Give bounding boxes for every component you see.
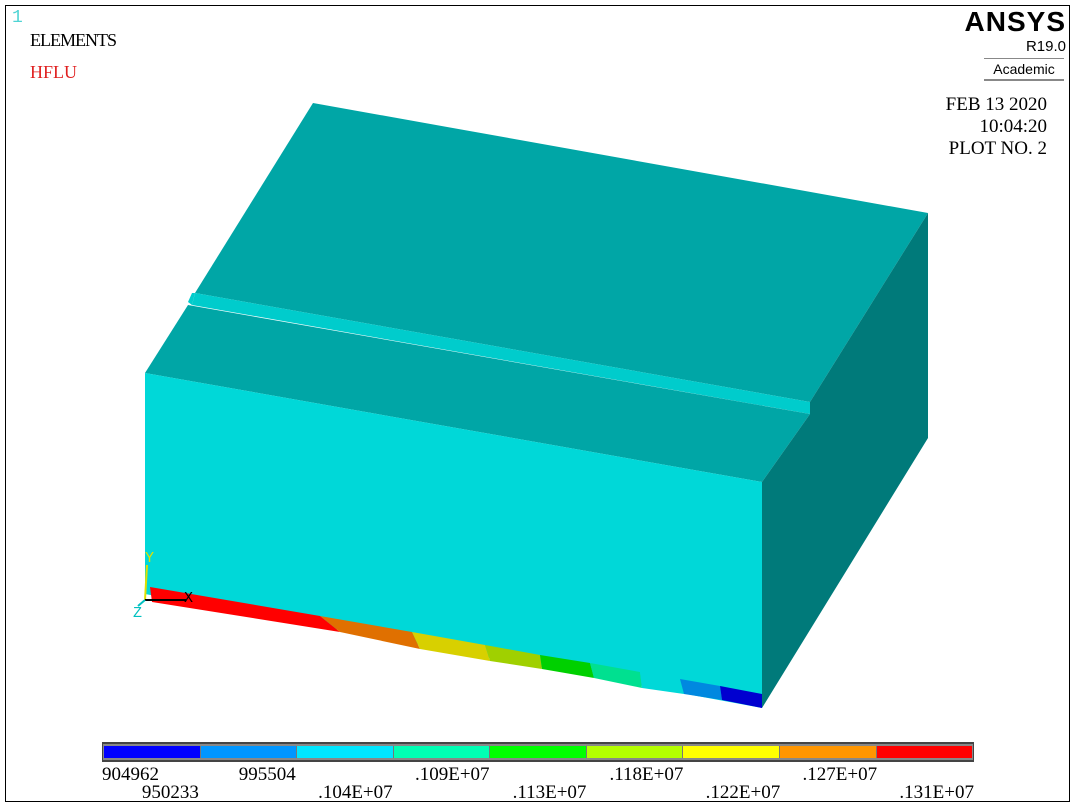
side-face: [762, 213, 928, 708]
legend-label-bottom: .122E+07: [705, 782, 781, 803]
flux-band-cyan: [640, 672, 684, 694]
front-face: [145, 373, 762, 708]
legend-swatch: [200, 746, 298, 758]
triad-x-label: X: [184, 590, 193, 607]
legend-label-top: 904962: [102, 764, 159, 785]
legend-swatch: [586, 746, 684, 758]
flux-band-blue: [720, 686, 762, 708]
flux-band-red: [150, 587, 340, 632]
flux-band-lightblue: [680, 679, 722, 700]
flux-band-orange: [320, 616, 420, 649]
legend-label-bottom: 950233: [141, 782, 199, 803]
triad-z-axis: [137, 599, 146, 607]
top-face-rear: [195, 103, 928, 402]
groove-notch: [188, 293, 195, 305]
triad-y-label: Y: [145, 550, 154, 567]
legend-swatch: [490, 746, 587, 758]
legend-swatch: [876, 746, 973, 758]
logo-version: R19.0: [1025, 38, 1066, 55]
legend-swatch: [393, 746, 491, 758]
legend-label-top: 995504: [238, 764, 296, 785]
plot-number: PLOT NO. 2: [948, 138, 1047, 159]
flux-band-yellow: [412, 632, 490, 661]
plot-date: FEB 13 2020: [945, 94, 1047, 115]
result-item-label: HFLU: [30, 62, 78, 82]
flux-band-teal: [590, 663, 642, 688]
top-face-front: [145, 305, 810, 482]
legend-label-bottom: .131E+07: [899, 782, 974, 803]
flux-band-green: [540, 655, 594, 678]
contour-legend: [102, 742, 974, 762]
plot-time: 10:04:20: [979, 116, 1047, 137]
legend-label-bottom: .113E+07: [512, 782, 587, 803]
triad-y-axis: [144, 564, 148, 601]
triad-z-label: Z: [133, 605, 142, 622]
window-number: 1: [12, 8, 23, 28]
logo-edition: Academic: [984, 58, 1064, 81]
legend-swatch: [683, 746, 780, 758]
legend-swatch: [779, 746, 877, 758]
legend-swatch: [297, 746, 394, 758]
legend-label-top: .127E+07: [802, 764, 878, 785]
plot-type-label: ELEMENTS: [30, 30, 117, 50]
legend-label-top: .118E+07: [609, 764, 684, 785]
groove-face: [192, 293, 810, 414]
legend-label-top: .109E+07: [414, 764, 490, 785]
legend-swatch: [104, 746, 201, 758]
legend-label-bottom: .104E+07: [318, 782, 393, 803]
logo-name: ANSYS: [964, 6, 1066, 37]
flux-band-lime: [485, 645, 542, 669]
